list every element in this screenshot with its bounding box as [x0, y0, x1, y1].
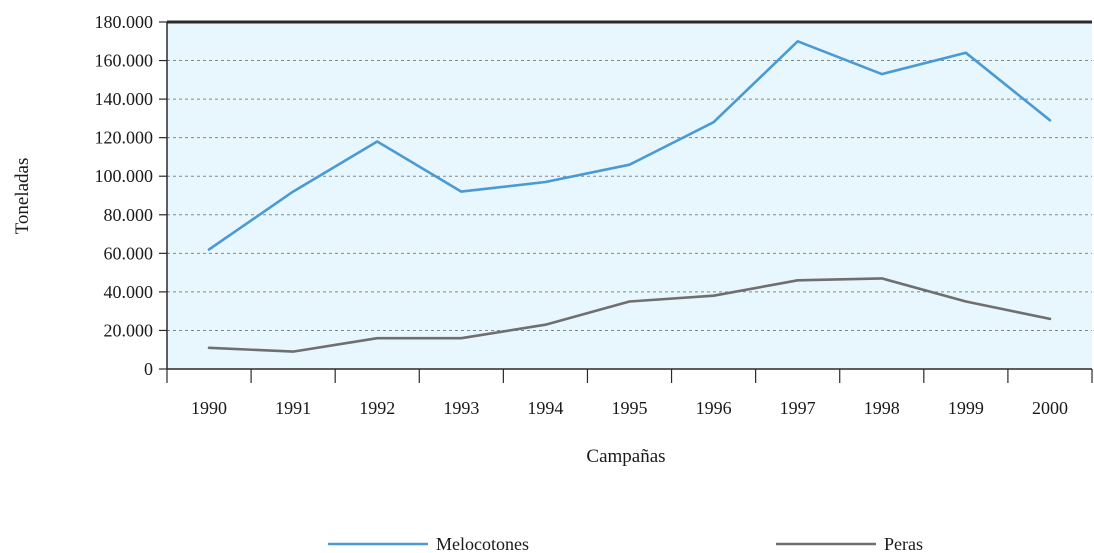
x-tick-label: 1999 — [948, 398, 984, 418]
x-tick-label: 1991 — [275, 398, 311, 418]
y-tick-label: 160.000 — [95, 51, 154, 71]
x-tick-label: 1996 — [696, 398, 732, 418]
y-tick-label: 80.000 — [104, 205, 154, 225]
x-tick-label: 1994 — [527, 398, 563, 418]
y-tick-label: 60.000 — [104, 243, 154, 263]
y-axis-title: Toneladas — [12, 158, 33, 235]
y-tick-label: 100.000 — [95, 166, 154, 186]
legend-label: Melocotones — [436, 534, 529, 553]
legend-label: Peras — [884, 534, 923, 553]
x-tick-label: 1993 — [443, 398, 479, 418]
x-tick-label: 1997 — [780, 398, 816, 418]
series-line — [207, 277, 1052, 353]
legend: Melocotones Peras — [328, 534, 923, 553]
x-tick-label: 1992 — [359, 398, 395, 418]
y-tick-label: 40.000 — [104, 282, 154, 302]
x-tick-label: 1995 — [612, 398, 648, 418]
y-tick-label: 180.000 — [95, 12, 154, 32]
plot-area — [167, 22, 1092, 369]
series-line — [207, 39, 1052, 251]
x-tick-label: 1990 — [191, 398, 227, 418]
x-axis-title: Campañas — [586, 446, 665, 467]
y-tick-label: 120.000 — [95, 128, 154, 148]
y-tick-label: 0 — [144, 359, 153, 379]
x-tick-label: 2000 — [1032, 398, 1068, 418]
x-tick-label: 1998 — [864, 398, 900, 418]
y-tick-label: 20.000 — [104, 320, 154, 340]
y-tick-label: 140.000 — [95, 89, 154, 109]
